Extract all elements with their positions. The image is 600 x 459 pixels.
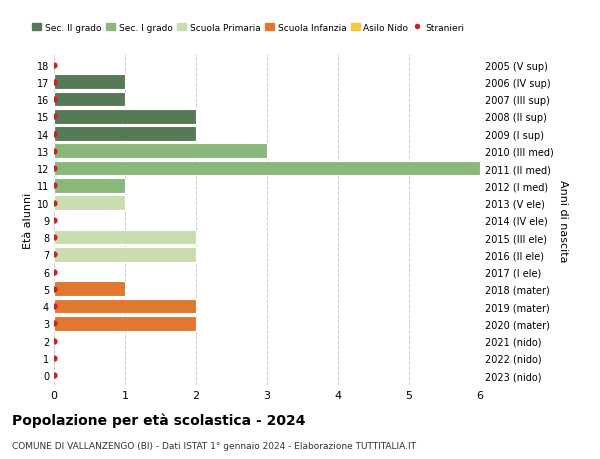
Bar [54, 75, 125, 90]
Bar [54, 93, 125, 107]
Text: COMUNE DI VALLANZENGO (BI) - Dati ISTAT 1° gennaio 2024 - Elaborazione TUTTITALI: COMUNE DI VALLANZENGO (BI) - Dati ISTAT … [12, 441, 416, 450]
Text: Popolazione per età scolastica - 2024: Popolazione per età scolastica - 2024 [12, 413, 305, 428]
Bar [54, 110, 196, 124]
Bar [54, 127, 196, 141]
Bar [54, 196, 125, 210]
Bar [54, 144, 125, 159]
Bar [54, 144, 267, 159]
Y-axis label: Età alunni: Età alunni [23, 192, 32, 248]
Bar [54, 299, 196, 313]
Bar [54, 230, 196, 245]
Bar [54, 162, 480, 176]
Y-axis label: Anni di nascita: Anni di nascita [557, 179, 568, 262]
Bar [54, 179, 125, 193]
Bar [54, 247, 196, 262]
Legend: Sec. II grado, Sec. I grado, Scuola Primaria, Scuola Infanzia, Asilo Nido, Stran: Sec. II grado, Sec. I grado, Scuola Prim… [29, 20, 468, 36]
Bar [54, 282, 125, 297]
Bar [54, 316, 196, 331]
